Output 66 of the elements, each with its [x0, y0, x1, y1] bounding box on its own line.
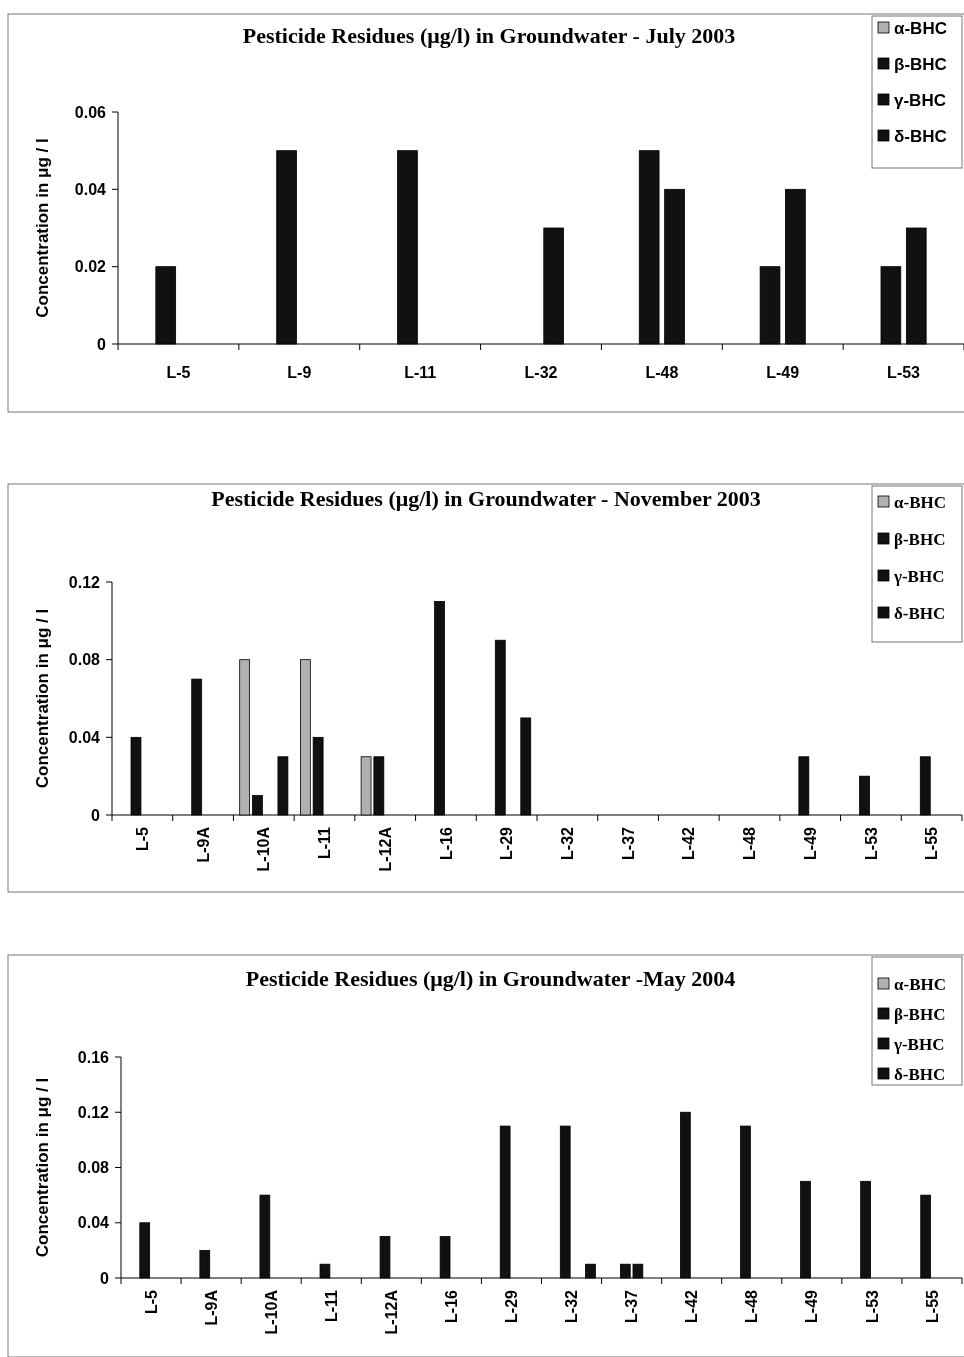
x-tick-label: L-48 [743, 1289, 761, 1323]
legend-label: β-BHC [894, 529, 946, 549]
x-tick-label: L-9A [202, 1289, 220, 1326]
x-tick-label: L-10A [262, 1289, 280, 1335]
x-tick-label: L-32 [524, 364, 558, 381]
x-tick-label: L-29 [498, 826, 516, 860]
legend-label: δ-BHC [894, 603, 946, 623]
x-tick-label: L-55 [923, 826, 941, 860]
x-tick-label: L-11 [316, 826, 334, 860]
x-tick-label: L-9A [194, 826, 212, 863]
x-tick-label: L-32 [563, 1289, 581, 1323]
y-tick-label: 0.04 [74, 180, 107, 198]
x-tick-label: L-11 [404, 364, 437, 381]
legend-label: β-BHC [894, 54, 947, 74]
x-tick-label: L-49 [801, 826, 819, 860]
x-tick-label: L-9 [287, 364, 312, 381]
x-tick-label: L-16 [437, 826, 455, 860]
legend-label: γ-BHC [894, 90, 946, 110]
x-tick-label: L-5 [142, 1289, 160, 1314]
x-tick-label: L-42 [680, 826, 698, 860]
x-tick-label: L-11 [322, 1289, 340, 1323]
y-axis-title: Concentration in μg / l [33, 138, 52, 318]
y-tick-label: 0.06 [74, 103, 107, 121]
legend-label: α-BHC [894, 974, 946, 994]
legend-label: β-BHC [894, 1004, 946, 1024]
x-tick-label: L-48 [645, 364, 679, 381]
legend-label: α-BHC [894, 492, 946, 512]
x-tick-label: L-49 [766, 364, 800, 381]
legend-label: δ-BHC [894, 1064, 946, 1084]
x-tick-label: L-37 [623, 1289, 641, 1323]
x-tick-label: L-32 [558, 826, 576, 860]
x-tick-label: L-42 [683, 1289, 701, 1323]
x-tick-label: L-53 [862, 826, 880, 860]
x-tick-label: L-12A [376, 826, 394, 872]
x-tick-label: L-5 [166, 364, 191, 381]
chart-title: Pesticide Residues (μg/l) in Groundwater - November 2003 [211, 486, 761, 511]
legend-label: γ-BHC [893, 1034, 945, 1054]
chart-title: Pesticide Residues (μg/l) in Groundwater - July 2003 [242, 23, 736, 48]
y-axis-title: Concentration in μg / l [33, 1077, 52, 1258]
y-tick-label: 0.04 [77, 1214, 110, 1232]
y-tick-label: 0.08 [77, 1159, 110, 1177]
y-tick-label: 0.16 [77, 1048, 110, 1066]
x-tick-label: L-48 [741, 826, 759, 860]
chart-title: Pesticide Residues (μg/l) in Groundwater -May 2004 [245, 966, 736, 991]
y-tick-label: 0 [97, 335, 107, 353]
y-axis-title: Concentration in μg / l [33, 608, 52, 789]
legend-label: γ-BHC [893, 566, 945, 586]
y-tick-label: 0.04 [68, 728, 101, 746]
y-tick-label: 0 [91, 806, 101, 824]
x-tick-label: L-29 [503, 1289, 521, 1323]
x-tick-label: L-53 [887, 364, 921, 381]
x-tick-label: L-53 [863, 1289, 881, 1323]
y-tick-label: 0.12 [77, 1103, 110, 1121]
x-tick-label: L-37 [619, 826, 637, 860]
x-tick-label: L-12A [382, 1289, 400, 1335]
x-tick-label: L-49 [803, 1289, 821, 1323]
y-tick-label: 0 [100, 1269, 110, 1287]
x-tick-label: L-16 [442, 1289, 460, 1323]
x-tick-label: L-55 [923, 1289, 941, 1323]
x-tick-label: L-10A [255, 826, 273, 872]
y-tick-label: 0.02 [74, 258, 107, 276]
legend-label: δ-BHC [894, 126, 947, 146]
y-tick-label: 0.12 [68, 573, 101, 591]
y-tick-label: 0.08 [68, 651, 101, 669]
legend-label: α-BHC [894, 18, 947, 38]
x-tick-label: L-5 [133, 826, 151, 851]
